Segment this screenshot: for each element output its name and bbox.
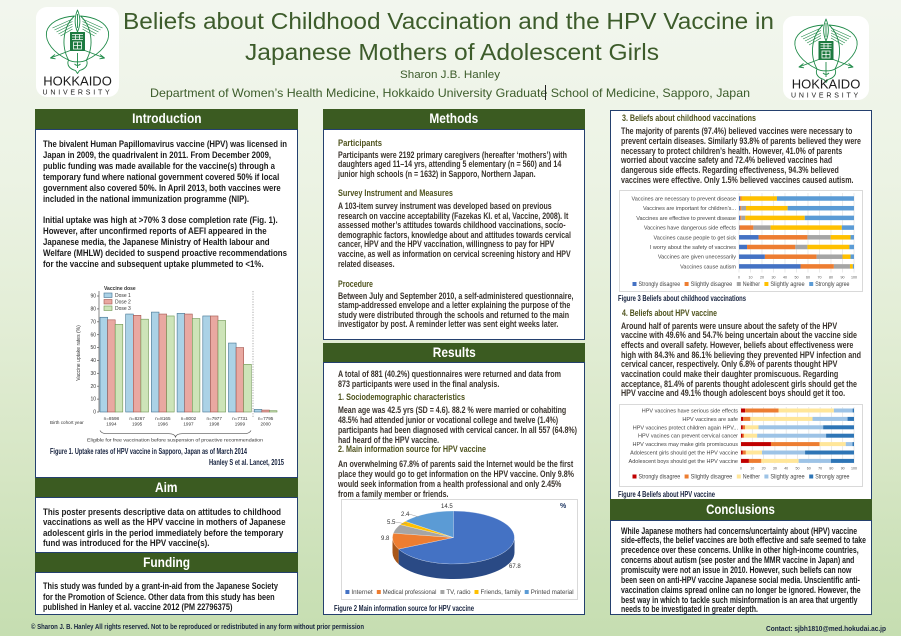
svg-text:90: 90 — [841, 275, 845, 279]
svg-text:HPV vaccines have serious side: HPV vaccines have serious side effects — [642, 408, 738, 414]
svg-text:HPV vaccines protect children: HPV vaccines protect children again HPV.… — [633, 425, 739, 431]
svg-text:Vaccines are important for chi: Vaccines are important for children’s... — [643, 206, 737, 212]
svg-text:n=7795: n=7795 — [258, 416, 274, 421]
svg-text:40: 40 — [783, 275, 787, 279]
svg-text:Vaccines cause autism: Vaccines cause autism — [680, 264, 736, 270]
svg-text:20: 20 — [760, 275, 764, 279]
svg-text:1995: 1995 — [132, 422, 143, 427]
svg-text:n=8267: n=8267 — [129, 416, 145, 421]
svg-text:Vaccines are given unecessaril: Vaccines are given unecessarily — [658, 254, 736, 260]
svg-text:Strongly disagree: Strongly disagree — [639, 282, 681, 288]
svg-text:n=8002: n=8002 — [181, 416, 197, 421]
svg-text:10: 10 — [750, 466, 754, 470]
svg-text:HOKKAIDO: HOKKAIDO — [43, 74, 112, 89]
svg-text:n=7977: n=7977 — [206, 416, 222, 421]
svg-text:Vaccines have dangerous side e: Vaccines have dangerous side effects — [644, 225, 736, 231]
svg-text:30: 30 — [773, 466, 777, 470]
svg-text:70: 70 — [818, 466, 822, 470]
svg-text:67.8: 67.8 — [509, 564, 521, 570]
svg-text:1996: 1996 — [158, 422, 169, 427]
svg-text:Medical professional: Medical professional — [383, 589, 437, 596]
svg-text:80: 80 — [90, 307, 96, 313]
svg-text:n=7731: n=7731 — [232, 416, 248, 421]
svg-text:Dose 3: Dose 3 — [115, 306, 131, 312]
svg-text:Internet: Internet — [351, 589, 373, 596]
svg-text:80: 80 — [829, 466, 833, 470]
svg-text:5.5: 5.5 — [387, 520, 396, 526]
svg-text:10: 10 — [90, 397, 96, 403]
svg-text:Eligible for free vaccination: Eligible for free vaccination before sus… — [87, 438, 264, 443]
svg-text:I worry about the safety of va: I worry about the safety of vaccines — [650, 245, 736, 251]
svg-text:Vaccines are necessary to prev: Vaccines are necessary to prevent diseas… — [632, 196, 736, 202]
svg-text:Slightly agree: Slightly agree — [770, 474, 805, 480]
svg-text:40: 40 — [784, 466, 788, 470]
svg-text:UNIVERSITY: UNIVERSITY — [42, 90, 112, 97]
svg-text:TV, radio: TV, radio — [446, 589, 471, 596]
svg-text:70: 70 — [90, 319, 96, 325]
svg-text:Slightly disagree: Slightly disagree — [691, 474, 733, 480]
svg-text:UNIVERSITY: UNIVERSITY — [791, 93, 861, 100]
svg-text:Vaccines are effective to prev: Vaccines are effective to prevent diseas… — [636, 215, 736, 221]
svg-text:50: 50 — [795, 275, 799, 279]
svg-text:Vaccines cause people to get s: Vaccines cause people to get sick — [654, 235, 737, 241]
svg-text:Strongly agree: Strongly agree — [815, 474, 850, 480]
svg-text:Vaccine uptake rates (%): Vaccine uptake rates (%) — [76, 325, 82, 381]
svg-text:Adolescent girls should get th: Adolescent girls should get the HPV vacc… — [630, 450, 738, 456]
svg-text:Vaccine dose: Vaccine dose — [104, 286, 136, 292]
svg-text:30: 30 — [90, 371, 96, 377]
svg-text:0: 0 — [740, 466, 742, 470]
svg-text:1998: 1998 — [209, 422, 220, 427]
svg-text:60: 60 — [806, 275, 810, 279]
svg-text:1994: 1994 — [106, 422, 117, 427]
svg-text:Neither: Neither — [743, 474, 760, 480]
svg-text:Slightly disagree: Slightly disagree — [691, 282, 733, 288]
svg-text:Strongly disagree: Strongly disagree — [639, 474, 681, 480]
svg-text:Adolescent boys should get the: Adolescent boys should get the HPV vacci… — [629, 458, 738, 464]
svg-text:100: 100 — [851, 275, 857, 279]
svg-text:60: 60 — [90, 332, 96, 338]
svg-text:Strongly agree: Strongly agree — [815, 282, 850, 288]
svg-text:Slightly agree: Slightly agree — [770, 282, 805, 288]
svg-text:30: 30 — [772, 275, 776, 279]
svg-text:1999: 1999 — [235, 422, 246, 427]
svg-text:Neither: Neither — [743, 282, 760, 288]
svg-text:100: 100 — [851, 466, 857, 470]
svg-text:9.8: 9.8 — [381, 536, 390, 542]
svg-text:HOKKAIDO: HOKKAIDO — [792, 77, 861, 92]
svg-text:Dose 2: Dose 2 — [115, 300, 131, 306]
svg-text:20: 20 — [90, 384, 96, 390]
svg-text:Printed material: Printed material — [531, 589, 574, 596]
svg-text:60: 60 — [807, 466, 811, 470]
svg-text:10: 10 — [749, 275, 753, 279]
svg-text:2.4: 2.4 — [401, 512, 410, 518]
svg-text:Dose 1: Dose 1 — [115, 293, 131, 299]
svg-text:20: 20 — [762, 466, 766, 470]
svg-text:14.5: 14.5 — [441, 504, 453, 510]
svg-text:Birth cohort year: Birth cohort year — [50, 420, 84, 425]
svg-text:90: 90 — [90, 294, 96, 300]
svg-text:2000: 2000 — [260, 422, 271, 427]
svg-text:40: 40 — [90, 358, 96, 364]
svg-text:1997: 1997 — [183, 422, 194, 427]
svg-text:n=8165: n=8165 — [155, 416, 171, 421]
svg-text:50: 50 — [90, 345, 96, 351]
svg-text:50: 50 — [796, 466, 800, 470]
svg-text:90: 90 — [841, 466, 845, 470]
svg-text:0: 0 — [93, 410, 96, 416]
svg-text:HPV vaccines are safe: HPV vaccines are safe — [682, 416, 738, 422]
svg-text:%: % — [560, 503, 567, 510]
svg-text:HPV vacines can prevent cervic: HPV vacines can prevent cervical cancer — [638, 433, 738, 439]
svg-text:n=8598: n=8598 — [104, 416, 120, 421]
svg-text:0: 0 — [738, 275, 740, 279]
svg-text:70: 70 — [818, 275, 822, 279]
svg-text:80: 80 — [829, 275, 833, 279]
svg-text:HPV vaccines may make girls pr: HPV vaccines may make girls promiscuous — [633, 442, 739, 448]
svg-text:Friends, family: Friends, family — [481, 589, 522, 596]
